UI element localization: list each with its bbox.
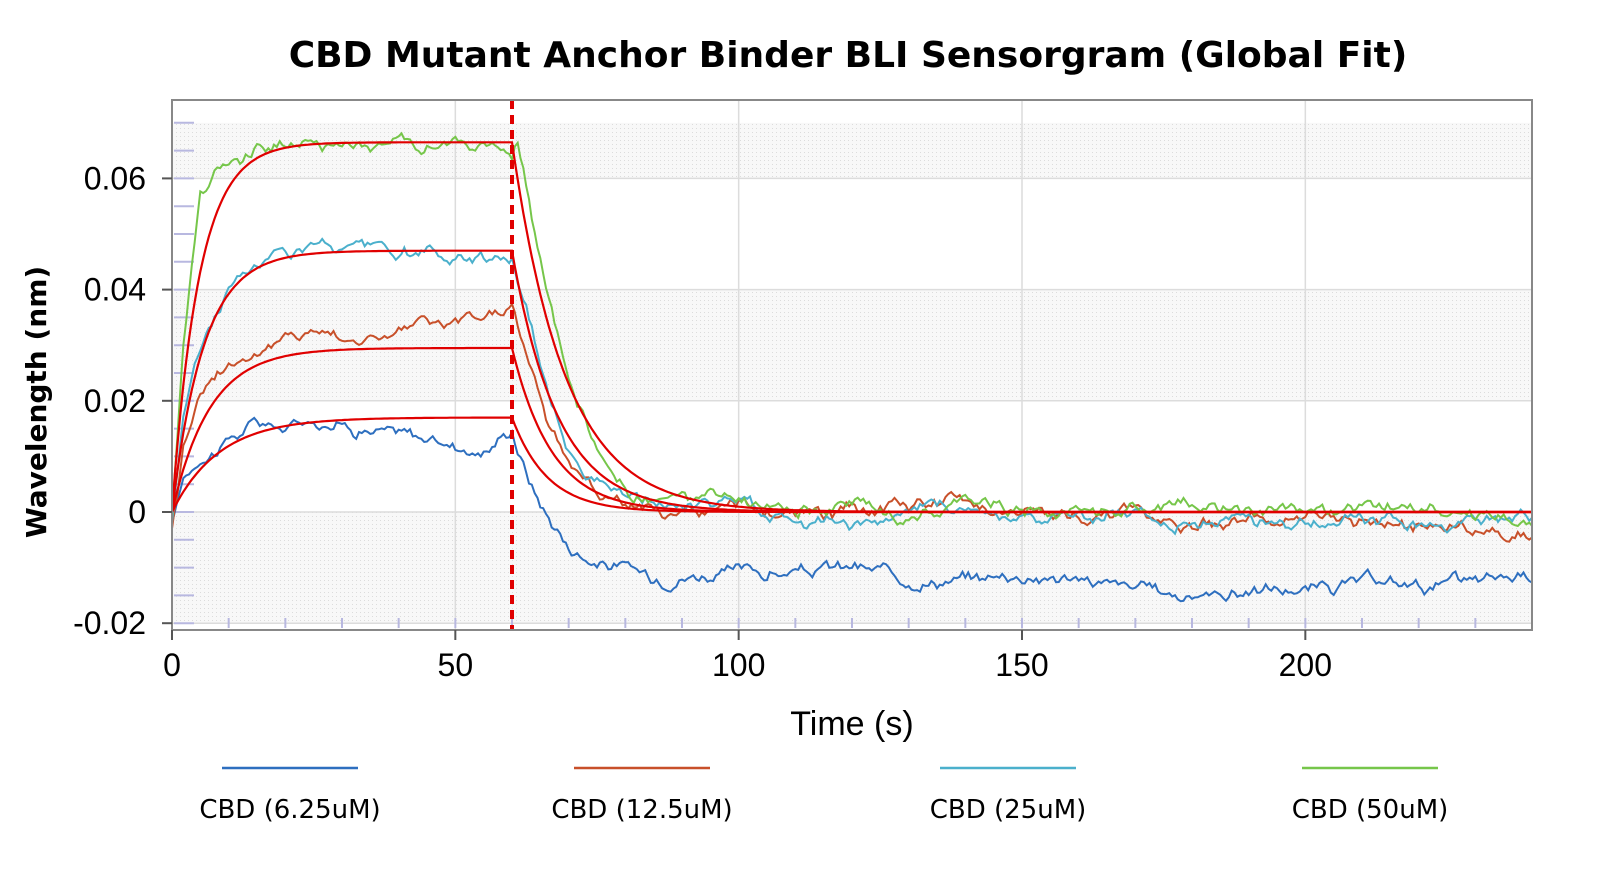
y-tick-label-0: -0.02 <box>73 605 146 641</box>
legend-label-4: CBD (50uM) <box>1292 795 1449 825</box>
legend: CBD (6.25uM) CBD (12.5uM) CBD (25uM) CBD (5… <box>199 766 1449 825</box>
x-tick-label-4: 200 <box>1279 647 1332 683</box>
x-tick-label-0: 0 <box>163 647 181 683</box>
fit-layer <box>172 141 1532 514</box>
y-tick-label-3: 0.04 <box>84 272 146 308</box>
legend-label-1: CBD (6.25uM) <box>199 795 380 825</box>
x-tick-label-3: 150 <box>995 647 1048 683</box>
y-axis-title: Wavelength (nm) <box>20 266 53 538</box>
fit-curve-4 <box>172 141 1532 514</box>
plot-band-0 <box>172 122 1532 179</box>
y-tick-label-4: 0.06 <box>84 160 146 196</box>
chart-title: CBD Mutant Anchor Binder BLI Sensorgram … <box>289 35 1408 76</box>
plot-band-1 <box>172 289 1532 401</box>
legend-label-2: CBD (12.5uM) <box>551 795 732 825</box>
plot-frame <box>171 99 1533 631</box>
x-axis-title: Time (s) <box>790 705 913 743</box>
legend-label-3: CBD (25uM) <box>930 795 1087 825</box>
x-axis: 0 50 100 150 200 <box>163 630 1332 683</box>
y-axis: -0.02 0 0.02 0.04 0.06 <box>73 160 172 641</box>
minor-ticks <box>174 121 1477 628</box>
x-tick-label-1: 50 <box>438 647 474 683</box>
data-trace-1 <box>172 416 1532 603</box>
data-trace-3 <box>172 237 1532 536</box>
y-tick-label-2: 0.02 <box>84 383 146 419</box>
y-tick-label-1: 0 <box>128 494 146 530</box>
x-tick-label-2: 100 <box>712 647 765 683</box>
